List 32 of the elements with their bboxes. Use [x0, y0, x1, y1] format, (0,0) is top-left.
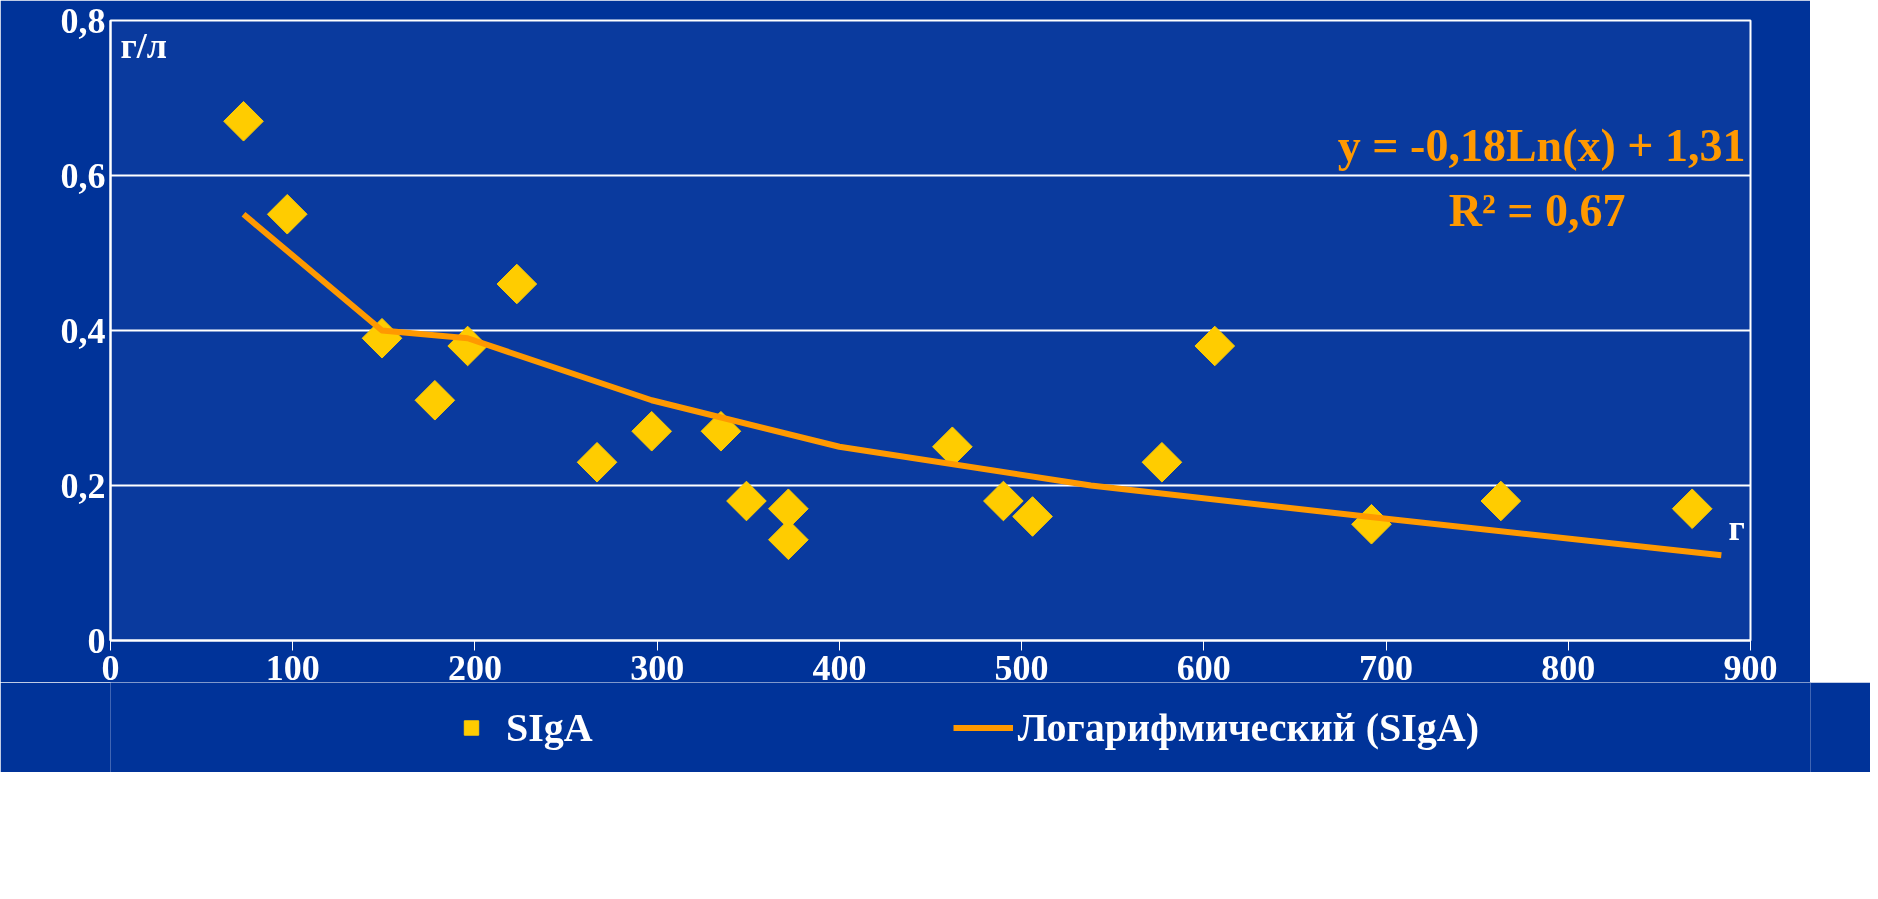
point	[223, 100, 264, 142]
x-tick-label: 600	[1176, 647, 1231, 688]
legend-label: Логарифмический (SIgA)	[1017, 703, 1479, 751]
y-tick-label: 0,2	[60, 465, 106, 506]
x-tick-label: 800	[1541, 647, 1596, 688]
y-tick-label: 0,8	[60, 0, 106, 41]
x-tick-label: 200	[447, 647, 502, 688]
point	[1141, 441, 1183, 483]
point	[414, 379, 456, 421]
x-tick-label: 700	[1359, 647, 1414, 688]
point	[983, 480, 1024, 522]
point	[726, 480, 767, 522]
y-axis-title: г/л	[120, 25, 168, 66]
annotation: y = -0,18Ln(x) + 1,31	[1337, 119, 1746, 171]
point	[496, 263, 538, 305]
x-tick-label: 300	[630, 647, 685, 688]
x-axis-title: г	[1728, 507, 1745, 548]
x-tick-label: 400	[812, 647, 867, 688]
y-tick-label: 0,6	[60, 155, 106, 196]
annotation: R² = 0,67	[1448, 184, 1626, 236]
point	[1480, 480, 1522, 522]
x-tick-label: 500	[994, 647, 1049, 688]
point	[266, 193, 308, 235]
point	[576, 441, 618, 483]
point	[631, 410, 672, 452]
point	[1194, 325, 1236, 367]
x-tick-label: 100	[265, 647, 320, 688]
point	[1671, 488, 1713, 530]
legend-label: SIgA	[506, 703, 593, 751]
x-tick-label: 900	[1723, 647, 1778, 688]
point	[1012, 496, 1053, 537]
y-tick-label: 0,4	[60, 310, 106, 351]
